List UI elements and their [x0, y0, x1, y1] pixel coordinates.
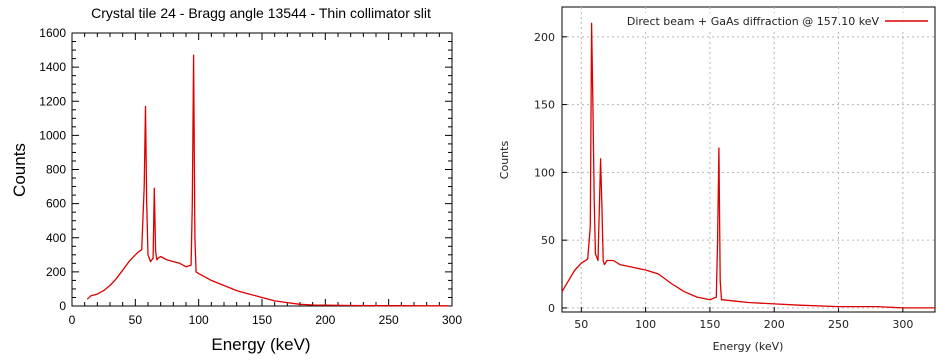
chart-left-y-tick-label: 800	[46, 163, 66, 177]
chart-left-x-tick-label: 100	[189, 313, 209, 327]
chart-left-y-tick-label: 0	[59, 299, 66, 313]
chart-left: Crystal tile 24 - Bragg angle 13544 - Th…	[10, 5, 462, 354]
chart-left-y-tick-label: 1400	[39, 60, 66, 74]
chart-left-y-axis-label: Counts	[10, 143, 29, 197]
chart-right-plot-frame	[561, 6, 936, 313]
chart-right-legend-box	[595, 13, 930, 29]
chart-left-title: Crystal tile 24 - Bragg angle 13544 - Th…	[91, 5, 431, 21]
chart-right-grid	[562, 7, 935, 312]
chart-left-y-tick-label: 1200	[39, 94, 66, 108]
chart-left-y-tick-label: 600	[46, 197, 66, 211]
chart-right-legend: Direct beam + GaAs diffraction @ 157.10 …	[595, 13, 930, 29]
chart-left-series-line	[86, 54, 449, 307]
chart-left-x-tick-label: 300	[442, 313, 462, 327]
chart-left-y-tick-label: 1600	[39, 26, 66, 40]
chart-left-x-tick-labels: 0 50 100 150 200 250 300	[69, 313, 463, 327]
chart-right-y-tick-label: 50	[541, 234, 555, 247]
chart-right-y-tick-label: 150	[534, 99, 555, 112]
chart-left-y-tick-label: 200	[46, 265, 66, 279]
chart-left-y-tick-label: 1000	[39, 128, 66, 142]
chart-right-series-group	[561, 22, 935, 309]
chart-left-ticks	[71, 32, 453, 307]
chart-right-y-tick-label: 0	[548, 302, 555, 315]
chart-right-x-tick-label: 250	[828, 318, 849, 331]
chart-right-x-tick-label: 150	[699, 318, 720, 331]
chart-right-y-tick-labels: 0 50 100 150 200	[534, 31, 555, 315]
chart-left-y-tick-label: 400	[46, 231, 66, 245]
chart-left-y-tick-labels: 0 200 400 600 800 1000 1200 1400 1600	[39, 26, 66, 313]
chart-left-series-group	[86, 54, 449, 307]
chart-left-x-tick-label: 250	[379, 313, 399, 327]
chart-left-x-tick-label: 200	[315, 313, 335, 327]
chart-left-x-axis-label: Energy (keV)	[211, 335, 310, 354]
chart-left-x-tick-label: 0	[69, 313, 76, 327]
chart-right-series-line	[561, 22, 935, 309]
chart-left-plot-frame	[71, 32, 453, 307]
chart-left-x-tick-label: 50	[129, 313, 143, 327]
chart-left-x-tick-label: 150	[252, 313, 272, 327]
chart-right-legend-label: Direct beam + GaAs diffraction @ 157.10 …	[627, 15, 880, 28]
chart-right-y-tick-label: 100	[534, 166, 555, 179]
chart-right: 50 100 150 200 250 300 0 50 100 150 200 Direct be…	[498, 6, 936, 353]
chart-right-y-axis-label: Counts	[498, 141, 511, 180]
chart-right-x-tick-label: 100	[635, 318, 656, 331]
chart-right-x-tick-label: 50	[574, 318, 588, 331]
chart-right-x-axis-label: Energy (keV)	[713, 340, 784, 353]
chart-right-x-tick-labels: 50 100 150 200 250 300	[574, 318, 913, 331]
chart-right-x-tick-label: 200	[764, 318, 785, 331]
chart-right-x-tick-label: 300	[892, 318, 913, 331]
chart-right-y-tick-label: 200	[534, 31, 555, 44]
